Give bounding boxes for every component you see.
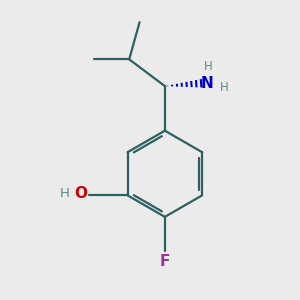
Text: N: N	[201, 76, 213, 91]
Text: F: F	[160, 254, 170, 269]
Text: H: H	[220, 81, 228, 94]
Text: O: O	[74, 186, 87, 201]
Text: H: H	[60, 187, 70, 200]
Text: H: H	[204, 60, 213, 73]
